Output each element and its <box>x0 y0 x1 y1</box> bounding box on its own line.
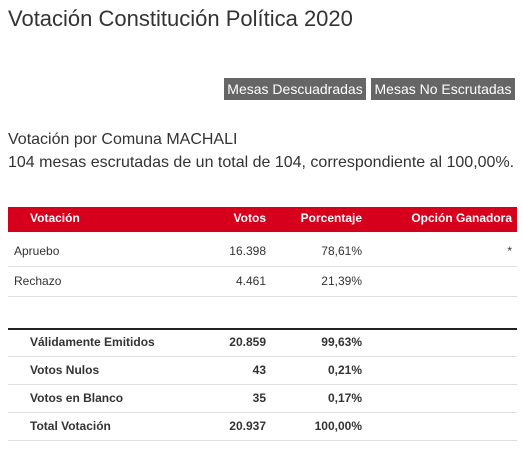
cell: Válidamente Emitidos <box>30 335 155 349</box>
cell: 20.859 <box>229 335 266 349</box>
cell: 0,17% <box>327 391 362 405</box>
row-line <box>8 384 517 385</box>
cell: * <box>507 244 512 258</box>
column-header: Votos <box>233 211 266 225</box>
cell: 16.398 <box>229 244 266 258</box>
row-line <box>8 266 517 267</box>
cell: 35 <box>252 391 266 405</box>
cell: Apruebo <box>14 244 60 258</box>
cell: Rechazo <box>14 274 62 288</box>
row-line <box>8 356 517 357</box>
column-header: Votación <box>30 211 80 225</box>
cell: Votos en Blanco <box>30 391 124 405</box>
divider <box>8 328 517 330</box>
subtitle: 104 mesas escrutadas de un total de 104,… <box>8 154 515 171</box>
column-header: Opción Ganadora <box>411 211 512 225</box>
table-header <box>8 207 517 232</box>
cell: Votos Nulos <box>30 363 100 377</box>
cell: 78,61% <box>321 244 362 258</box>
subtitle: Votación por Comuna MACHALI <box>8 131 238 148</box>
cell: 43 <box>252 363 266 377</box>
cell: 20.937 <box>229 419 266 433</box>
row-line <box>8 296 517 297</box>
button[interactable]: Mesas Descuadradas <box>224 78 366 100</box>
button[interactable]: Mesas No Escrutadas <box>371 78 515 100</box>
page-title: Votación Constitución Política 2020 <box>8 6 353 31</box>
cell: 4.461 <box>235 274 266 288</box>
cell: 100,00% <box>314 419 362 433</box>
row-line <box>8 440 517 441</box>
row-line <box>8 412 517 413</box>
cell: 21,39% <box>321 274 362 288</box>
cell: 99,63% <box>321 335 362 349</box>
column-header: Porcentaje <box>300 211 362 225</box>
cell: Total Votación <box>30 419 111 433</box>
cell: 0,21% <box>327 363 362 377</box>
